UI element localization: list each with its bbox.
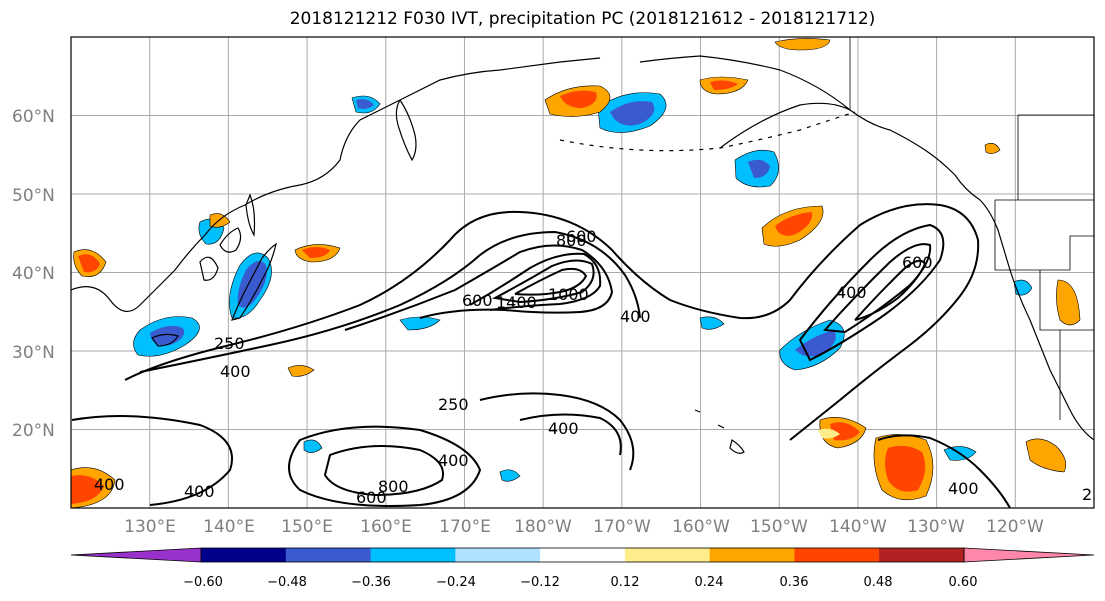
lat-tick-label: 20°N [12,421,55,441]
colorbar-segment [370,548,456,562]
map-title: 2018121212 F030 IVT, precipitation PC (2… [289,9,876,29]
colorbar-tick-label: 0.60 [949,575,978,590]
colorbar-segment [624,548,711,562]
colorbar-tick-label: −0.60 [183,575,223,590]
contour-label: 600 [902,253,933,272]
colorbar-tick-label: −0.24 [436,575,476,590]
map-border [70,36,1095,509]
colorbar-tick-label: −0.48 [267,575,307,590]
coastlines [71,55,1094,454]
colorbar-tick-labels: −0.60 −0.48 −0.36 −0.24 −0.12 0.12 0.24 … [183,575,977,590]
lon-tick-label: 130°W [907,517,965,537]
contour-label: 400 [948,479,979,498]
colorbar-segment [285,548,372,562]
colorbar-segment [709,548,795,562]
lon-tick-label: 150°E [281,517,333,537]
lon-tick-label: 170°W [593,517,651,537]
lon-tick-label: 140°E [203,517,255,537]
colorbar-segment [201,548,287,562]
contour-label: 800 [556,231,587,250]
contour-label: 1000 [548,285,589,304]
ivt-contours [71,203,1011,508]
lat-tick-label: 60°N [12,107,55,127]
colorbar-tick-label: 0.36 [780,575,809,590]
latitude-labels: 20°N 30°N 40°N 50°N 60°N [12,107,55,441]
lat-tick-label: 50°N [12,186,55,206]
colorbar-frame [200,547,965,563]
lat-tick-label: 30°N [12,343,55,363]
lon-tick-label: 120°W [986,517,1044,537]
contour-label: 400 [836,283,867,302]
colorbar-tick-label: 0.48 [864,575,893,590]
ivt-contour-labels: 250 400 400 250 400 400 400 600 800 600 … [94,227,1105,507]
contour-label: 600 [356,488,387,507]
colorbar [70,547,1095,563]
contour-label: 600 [566,227,597,246]
contour-label: 250 [438,395,469,414]
contour-label: 400 [184,482,215,501]
lat-tick-label: 40°N [12,264,55,284]
colorbar-tick-label: 0.12 [611,575,640,590]
lon-tick-label: 170°E [439,517,491,537]
colorbar-segment [794,548,880,562]
contour-label: 400 [438,451,469,470]
colorbar-segment [455,548,541,562]
borders [849,37,1094,420]
contour-label: 600 [462,291,493,310]
lon-tick-label: 150°W [750,517,808,537]
lon-tick-label: 130°E [124,517,176,537]
lon-tick-label: 160°W [672,517,730,537]
lon-tick-label: 160°E [360,517,412,537]
longitude-labels: 130°E 140°E 150°E 160°E 170°E 180°W 170°… [124,517,1044,537]
colorbar-tick-label: 0.24 [695,575,724,590]
colorbar-extend-high [963,547,1095,563]
contour-label: 400 [94,475,125,494]
contour-label: 1400 [496,293,537,312]
colorbar-tick-label: −0.12 [520,575,560,590]
contour-label: 400 [620,307,651,326]
contour-label: 800 [378,477,409,496]
contour-label: 400 [220,362,251,381]
colorbar-segment [879,548,965,562]
colorbar-tick-label: −0.36 [351,575,391,590]
colorbar-segment [540,548,626,562]
contour-label: 250 [214,334,245,353]
colorbar-extend-low [70,547,202,563]
lon-tick-label: 180°W [514,517,572,537]
contour-label: 400 [548,419,579,438]
contour-label: 250 [1082,485,1105,504]
lon-tick-label: 140°W [829,517,887,537]
